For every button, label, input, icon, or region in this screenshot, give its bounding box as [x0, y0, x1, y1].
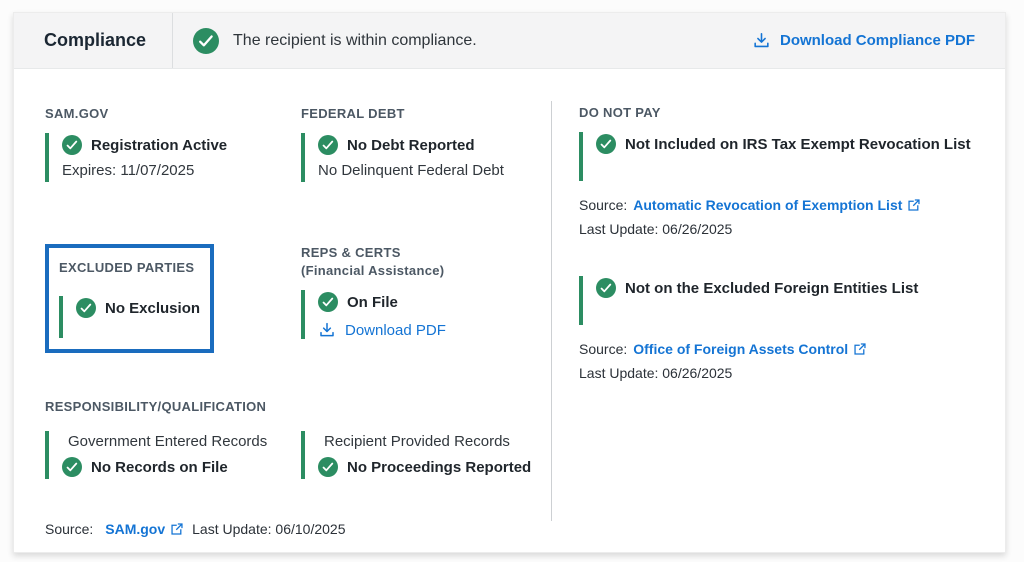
section-heading: EXCLUDED PARTIES [59, 260, 195, 275]
status-label: On File [347, 293, 398, 311]
source-label: Source: [579, 341, 628, 357]
status-label: Not Included on IRS Tax Exempt Revocatio… [625, 135, 971, 153]
download-compliance-pdf-link[interactable]: Download Compliance PDF [752, 31, 975, 50]
compliance-status: The recipient is within compliance. [193, 27, 477, 54]
status-label: No Proceedings Reported [347, 458, 532, 476]
external-link-icon[interactable] [907, 198, 921, 212]
check-circle-icon [596, 278, 616, 298]
status-detail: Expires: 11/07/2025 [62, 162, 195, 179]
source-line: Source: SAM.gov Last Update: 06/10/2025 [45, 521, 550, 537]
check-circle-icon [62, 135, 82, 155]
section-heading: DO NOT PAY [579, 105, 661, 120]
source-label: Source: [45, 521, 94, 537]
card-body: SAM.GOV Registration Active Expires: 11/… [14, 69, 1005, 553]
source-label: Source: [579, 197, 628, 213]
source-link[interactable]: Office of Foreign Assets Control [633, 341, 867, 357]
status-label: No Debt Reported [347, 136, 475, 154]
section-responsibility: RESPONSIBILITY/QUALIFICATION Government … [45, 398, 550, 479]
external-link-icon[interactable] [170, 522, 184, 536]
status-item: No Exclusion [59, 296, 202, 338]
do-not-pay-item: Not on the Excluded Foreign Entities Lis… [579, 276, 991, 381]
status-item: Not on the Excluded Foreign Entities Lis… [579, 276, 991, 325]
source-link[interactable]: Automatic Revocation of Exemption List [633, 197, 921, 213]
check-circle-icon [76, 298, 96, 318]
status-label: Not on the Excluded Foreign Entities Lis… [625, 279, 919, 297]
status-label: No Exclusion [105, 299, 201, 317]
status-item: Registration Active Expires: 11/07/2025 [45, 133, 301, 182]
source-line: Source: Automatic Revocation of Exemptio… [579, 197, 991, 213]
section-sam-gov: SAM.GOV Registration Active Expires: 11/… [45, 105, 301, 182]
check-circle-icon [596, 134, 616, 154]
download-pdf-link[interactable]: Download PDF [318, 321, 550, 339]
download-pdf-label[interactable]: Download PDF [345, 321, 446, 339]
status-item: Not Included on IRS Tax Exempt Revocatio… [579, 132, 991, 181]
last-update: Last Update: 06/10/2025 [192, 521, 346, 537]
status-item: On File Download PDF [301, 290, 550, 339]
section-federal-debt: FEDERAL DEBT No Debt Reported No Delinqu… [301, 105, 550, 182]
card-header: Compliance The recipient is within compl… [14, 13, 1005, 69]
section-heading: RESPONSIBILITY/QUALIFICATION [45, 399, 267, 414]
source-line: Source: Office of Foreign Assets Control [579, 341, 991, 357]
record-type-label: Government Entered Records [68, 433, 268, 450]
status-item: Government Entered Records No Records on… [45, 431, 301, 479]
section-excluded-parties: EXCLUDED PARTIES No Exclusion [45, 244, 301, 353]
check-circle-icon [318, 135, 338, 155]
download-icon[interactable] [318, 321, 336, 339]
status-label: No Records on File [91, 458, 228, 476]
check-circle-icon [193, 27, 220, 54]
download-icon[interactable] [752, 31, 771, 50]
check-circle-icon [318, 292, 338, 312]
status-item: Recipient Provided Records No Proceeding… [301, 431, 550, 479]
left-pane: SAM.GOV Registration Active Expires: 11/… [45, 105, 550, 537]
section-do-not-pay: DO NOT PAY Not Included on IRS Tax Exemp… [579, 104, 991, 381]
reps-certs-heading-line1: REPS & CERTS [301, 245, 401, 260]
section-heading: SAM.GOV [45, 106, 109, 121]
section-heading: FEDERAL DEBT [301, 106, 405, 121]
external-link-icon[interactable] [853, 342, 867, 356]
record-type-label: Recipient Provided Records [324, 433, 510, 450]
check-circle-icon [62, 457, 82, 477]
header-divider [172, 13, 174, 68]
download-compliance-pdf-label[interactable]: Download Compliance PDF [779, 32, 975, 49]
status-detail: No Delinquent Federal Debt [318, 162, 504, 179]
column-divider [551, 101, 552, 521]
compliance-card: Compliance The recipient is within compl… [13, 12, 1006, 553]
excluded-parties-highlight-box: EXCLUDED PARTIES No Exclusion [45, 244, 214, 353]
do-not-pay-item: Not Included on IRS Tax Exempt Revocatio… [579, 132, 991, 237]
last-update: Last Update: 06/26/2025 [579, 221, 733, 237]
compliance-status-text: The recipient is within compliance. [233, 31, 477, 49]
last-update: Last Update: 06/26/2025 [579, 365, 733, 381]
reps-certs-heading-line2: (Financial Assistance) [301, 263, 445, 278]
status-item: No Debt Reported No Delinquent Federal D… [301, 133, 550, 182]
status-label: Registration Active [91, 136, 228, 154]
section-heading: REPS & CERTS (Financial Assistance) [301, 244, 550, 280]
section-reps-certs: REPS & CERTS (Financial Assistance) On F… [301, 244, 550, 353]
source-link[interactable]: SAM.gov [105, 521, 184, 537]
check-circle-icon [318, 457, 338, 477]
page-title: Compliance [44, 30, 147, 50]
